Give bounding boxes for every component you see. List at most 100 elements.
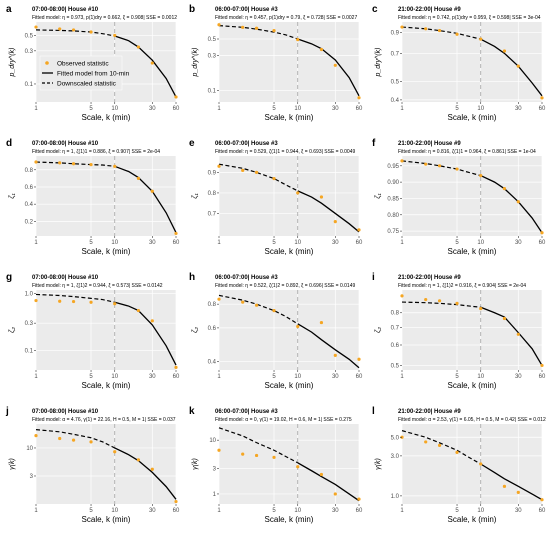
downscaled-line (35, 293, 115, 303)
x-tick-label: 60 (356, 106, 363, 112)
y-tick-label: 5.0 (391, 435, 400, 441)
y-axis-label: ζ₁ (9, 192, 16, 198)
y-tick-label: 0.1 (25, 348, 34, 354)
observed-point (71, 438, 76, 442)
observed-point (357, 497, 361, 501)
observed-point (174, 231, 178, 236)
panel-title: 06:00-07:00| House #3 (215, 275, 278, 281)
x-tick-label: 1 (34, 374, 38, 380)
observed-point (357, 228, 361, 232)
observed-point (136, 458, 141, 462)
y-tick-label: 0.5 (208, 37, 217, 43)
y-tick-label: 0.85 (387, 196, 399, 202)
observed-point (357, 357, 361, 361)
y-tick-label: 0.80 (387, 213, 399, 219)
observed-point (254, 26, 259, 30)
fitted-line (114, 165, 177, 233)
observed-point (150, 319, 154, 323)
x-tick-label: 10 (111, 508, 118, 514)
panel-subtitle: Fitted model: α = 2.53, γ(1) = 6.05, H =… (398, 417, 546, 423)
observed-point (241, 25, 245, 29)
panel-title: 07:00-08:00| House #10 (32, 141, 99, 147)
observed-point (437, 299, 442, 303)
x-tick-label: 10 (111, 106, 118, 112)
observed-point (479, 37, 483, 41)
observed-point (272, 28, 276, 33)
y-tick-label: 10 (26, 446, 33, 452)
x-tick-label: 5 (455, 106, 459, 112)
x-tick-label: 10 (294, 374, 301, 380)
y-tick-label: 0.9 (208, 170, 217, 176)
panel-h: h 06:00-07:00| House #3 Fitted model: η = … (189, 272, 363, 390)
observed-point (502, 484, 507, 488)
y-tick-label: 0.6 (208, 326, 217, 332)
observed-point (217, 164, 221, 168)
y-tick-label: 10 (209, 438, 216, 444)
panel-letter: j (5, 406, 9, 417)
observed-point (319, 320, 324, 325)
panel-subtitle: Fitted model: η = 1, ζ(1)2 = 0.944, ξ = … (32, 283, 163, 289)
observed-point (296, 465, 300, 469)
y-tick-label: 0.3 (25, 49, 34, 55)
legend-box (39, 55, 123, 91)
y-tick-label: 0.5 (25, 33, 34, 39)
y-tick-label: 0.5 (391, 79, 400, 85)
x-tick-label: 30 (515, 374, 522, 380)
observed-point (516, 332, 520, 336)
panel-title: 07:00-08:00| House #10 (32, 275, 99, 281)
legend-key-observed (45, 61, 49, 65)
observed-point (89, 163, 93, 167)
plot-area (219, 424, 359, 504)
panel-title: 21:00-22:00| House #9 (398, 7, 461, 13)
panel-letter: e (189, 138, 195, 149)
panel-subtitle: Fitted model: α = 4.76, γ(1) = 22.16, H … (32, 417, 176, 423)
y-tick-label: 0.8 (391, 311, 400, 317)
observed-point (516, 64, 520, 68)
x-axis-label: Scale, k (min) (448, 515, 497, 524)
y-axis-label: γ(k) (9, 458, 16, 470)
panel-subtitle: Fitted model: η = 0.973, p(1)dry = 0.662… (32, 15, 177, 21)
x-tick-label: 60 (356, 374, 363, 380)
plot-area (36, 424, 176, 504)
x-tick-label: 5 (272, 508, 276, 514)
y-axis-label: ζ₂ (9, 327, 16, 333)
panel-subtitle: Fitted model: α = 0, γ(1) = 19.02, H = 0… (215, 417, 352, 423)
observed-point (357, 96, 361, 100)
y-tick-label: 0.7 (391, 51, 400, 57)
observed-point (437, 28, 442, 33)
x-tick-label: 10 (477, 240, 484, 246)
observed-point (71, 162, 76, 166)
observed-point (540, 363, 544, 368)
downscaled-line (35, 29, 115, 37)
x-axis-label: Scale, k (min) (265, 247, 314, 256)
observed-point (333, 492, 337, 496)
panel-g: g 07:00-08:00| House #10 Fitted model: η =… (6, 272, 180, 390)
x-tick-label: 30 (332, 106, 339, 112)
legend-label: Downscaled statistic (57, 80, 117, 87)
observed-point (479, 307, 483, 311)
y-tick-label: 0.8 (25, 168, 34, 174)
x-tick-label: 30 (515, 106, 522, 112)
plot-area (219, 290, 359, 370)
y-tick-label: 0.3 (25, 321, 34, 327)
x-tick-label: 30 (149, 240, 156, 246)
legend-label: Observed statistic (57, 60, 109, 67)
observed-point (319, 47, 324, 52)
fitted-line (297, 462, 360, 502)
plot-area (402, 290, 542, 370)
observed-point (424, 440, 428, 444)
observed-point (272, 455, 276, 459)
x-tick-label: 5 (89, 508, 93, 514)
downscaled-line (218, 294, 299, 325)
panel-d: d 07:00-08:00| House #10 Fitted model: η =… (6, 138, 180, 256)
downscaled-line (401, 160, 481, 177)
x-tick-label: 30 (515, 508, 522, 514)
panel-title: 07:00-08:00| House #10 (32, 409, 99, 415)
y-tick-label: 0.2 (25, 219, 34, 225)
x-tick-label: 60 (539, 106, 546, 112)
downscaled-line (401, 301, 481, 308)
fitted-line (480, 306, 543, 366)
downscaled-line (218, 24, 298, 40)
observed-point (502, 316, 507, 321)
observed-point (58, 436, 62, 441)
